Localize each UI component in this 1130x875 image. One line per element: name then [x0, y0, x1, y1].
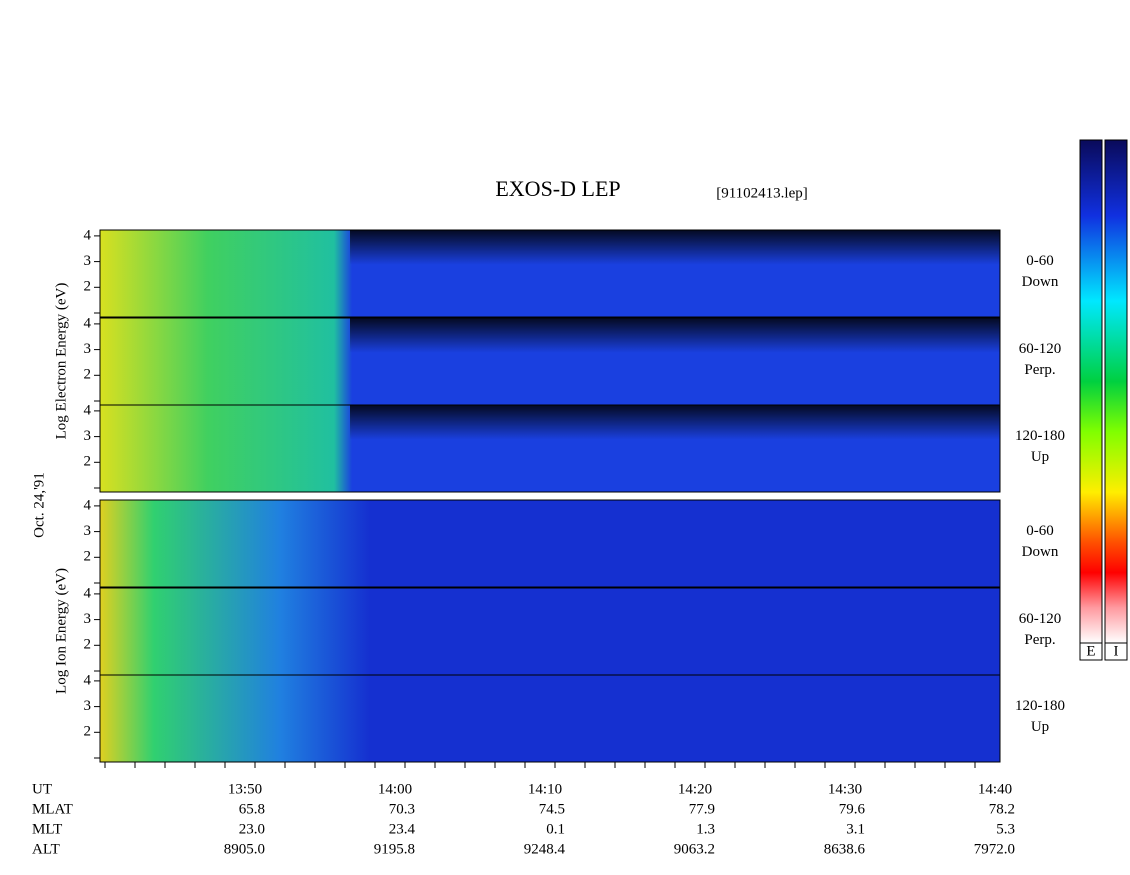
y-tick-label: 4: [84, 585, 92, 601]
panel-frame: [99, 229, 1001, 318]
panel-label: 60-120: [1019, 341, 1062, 357]
y-tick-label: 3: [84, 611, 92, 627]
panel-frame: [99, 404, 1001, 493]
row-value: 23.0: [239, 821, 265, 837]
y-tick-label: 2: [84, 367, 92, 383]
time-label: 14:30: [828, 781, 862, 797]
row-value: 9248.4: [524, 841, 566, 857]
row-value: 3.1: [846, 821, 865, 837]
row-value: 70.3: [389, 801, 415, 817]
axis-label: Log Ion Energy (eV): [53, 568, 69, 694]
y-tick-label: 3: [84, 428, 92, 444]
spectrogram-panel: [100, 588, 1000, 675]
y-tick-label: 2: [84, 724, 92, 740]
panel-label: Up: [1031, 719, 1049, 735]
y-tick-label: 3: [84, 341, 92, 357]
row-value: 79.6: [839, 801, 866, 817]
row-value: 65.8: [239, 801, 265, 817]
time-label: 14:00: [378, 781, 412, 797]
row-name: MLAT: [32, 801, 73, 817]
y-tick-label: 2: [84, 549, 92, 565]
y-tick-label: 4: [84, 672, 92, 688]
panel-shade: [350, 230, 1000, 317]
colorbar-box: [1079, 642, 1103, 661]
y-tick-label: 3: [84, 253, 92, 269]
y-tick-label: 2: [84, 637, 92, 653]
panel-frame: [99, 499, 1001, 588]
row-name: UT: [32, 781, 52, 797]
title: EXOS-D LEP: [495, 176, 620, 201]
y-tick-label: 3: [84, 523, 92, 539]
y-tick-label: 4: [84, 227, 92, 243]
row-value: 74.5: [539, 801, 565, 817]
row-value: 9195.8: [374, 841, 415, 857]
y-tick-label: 4: [84, 315, 92, 331]
colorbar: [1079, 139, 1103, 644]
time-label: 14:40: [978, 781, 1012, 797]
y-tick-label: 4: [84, 497, 92, 513]
time-label: 14:10: [528, 781, 562, 797]
y-tick-label: 2: [84, 454, 92, 470]
panel-label: 0-60: [1026, 523, 1054, 539]
spectrogram-panel: [100, 675, 1000, 762]
axis-label: Log Electron Energy (eV): [53, 283, 69, 440]
row-value: 0.1: [546, 821, 565, 837]
panel-label: 120-180: [1015, 698, 1065, 714]
panel-label: 60-120: [1019, 611, 1062, 627]
time-label: 14:20: [678, 781, 712, 797]
colorbar-label: I: [1114, 643, 1119, 659]
panel-shade: [350, 318, 1000, 405]
time-label: 13:50: [228, 781, 262, 797]
row-value: 77.9: [689, 801, 715, 817]
row-value: 23.4: [389, 821, 416, 837]
y-tick-label: 4: [84, 402, 92, 418]
panel-label: Up: [1031, 449, 1049, 465]
row-value: 8905.0: [224, 841, 265, 857]
panel-label: 0-60: [1026, 253, 1054, 269]
spectrogram-panel: [100, 500, 1000, 587]
row-value: 9063.2: [674, 841, 715, 857]
row-name: MLT: [32, 821, 62, 837]
row-value: 5.3: [996, 821, 1015, 837]
colorbar-box: [1104, 642, 1128, 661]
panel-label: Down: [1022, 274, 1059, 290]
panel-label: 120-180: [1015, 428, 1065, 444]
colorbar: [1104, 139, 1128, 644]
panel-label: Down: [1022, 544, 1059, 560]
panel-shade: [350, 405, 1000, 492]
y-tick-label: 2: [84, 279, 92, 295]
row-value: 7972.0: [974, 841, 1015, 857]
panel-label: Perp.: [1024, 362, 1055, 378]
panel-label: Perp.: [1024, 632, 1055, 648]
y-tick-label: 3: [84, 698, 92, 714]
colorbar-label: E: [1086, 643, 1095, 659]
row-value: 8638.6: [824, 841, 866, 857]
row-name: ALT: [32, 841, 60, 857]
row-value: 78.2: [989, 801, 1015, 817]
row-value: 1.3: [696, 821, 715, 837]
file-name: [91102413.lep]: [716, 185, 808, 201]
date-label: Oct. 24,'91: [31, 472, 47, 538]
